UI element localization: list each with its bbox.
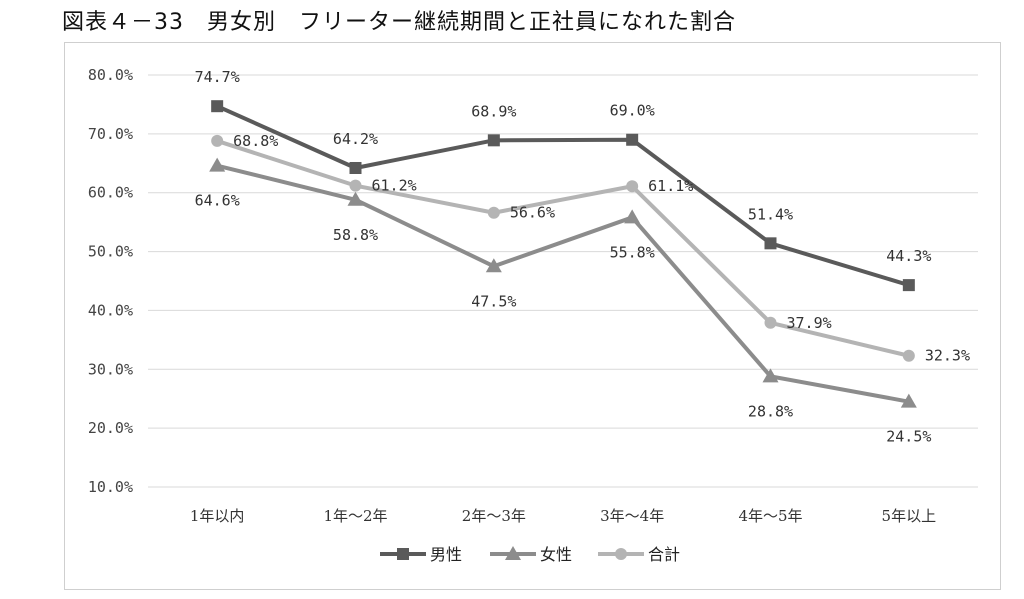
series-line-circle — [216, 139, 910, 358]
y-tick-label: 20.0% — [88, 419, 133, 437]
x-tick-label: 3年～4年 — [600, 507, 664, 525]
chart-title: 図表４－33 男女別 フリーター継続期間と正社員になれた割合 — [62, 10, 736, 35]
data-label: 58.8% — [333, 226, 378, 244]
series-line-triangle — [216, 163, 910, 404]
data-label: 68.8% — [233, 132, 278, 150]
legend-marker-square — [397, 548, 409, 560]
data-point-square — [626, 133, 639, 146]
data-point-circle — [902, 349, 915, 362]
data-label: 51.4% — [748, 205, 793, 223]
data-point-circle — [764, 316, 777, 329]
data-label: 69.0% — [610, 102, 655, 120]
data-point-circle — [626, 180, 639, 193]
legend-marker-triangle — [505, 546, 521, 560]
data-label: 28.8% — [748, 402, 793, 420]
data-label: 37.9% — [787, 314, 832, 332]
data-point-square — [211, 100, 224, 113]
data-point-triangle — [900, 393, 917, 408]
legend-label: 女性 — [540, 545, 572, 564]
x-tick-label: 1年～2年 — [323, 507, 387, 525]
data-point-square — [764, 237, 777, 250]
y-tick-label: 40.0% — [88, 301, 133, 319]
data-point-square — [902, 279, 915, 292]
y-tick-label: 30.0% — [88, 360, 133, 378]
x-tick-label: 4年～5年 — [738, 507, 802, 525]
legend-marker-circle — [615, 548, 627, 560]
x-tick-label: 2年～3年 — [462, 507, 526, 525]
legend-label: 男性 — [430, 545, 462, 564]
data-point-circle — [211, 134, 224, 147]
data-label: 61.2% — [372, 177, 417, 195]
data-label: 64.2% — [333, 130, 378, 148]
data-point-circle — [487, 206, 500, 219]
x-tick-label: 5年以上 — [882, 507, 937, 525]
data-label: 61.1% — [648, 177, 693, 195]
series-line-square — [216, 104, 910, 288]
data-label: 64.6% — [195, 192, 240, 210]
data-label: 55.8% — [610, 243, 655, 261]
data-label: 74.7% — [195, 68, 240, 86]
data-point-square — [349, 161, 362, 174]
legend-label: 合計 — [648, 545, 680, 564]
data-label: 44.3% — [886, 247, 931, 265]
data-label: 56.6% — [510, 204, 555, 222]
chart-frame — [64, 42, 1001, 590]
y-tick-label: 60.0% — [88, 184, 133, 202]
data-point-triangle — [209, 157, 226, 172]
data-point-circle — [349, 179, 362, 192]
y-tick-label: 50.0% — [88, 243, 133, 261]
data-label: 24.5% — [886, 428, 931, 446]
data-point-triangle — [347, 191, 364, 206]
data-label: 32.3% — [925, 347, 970, 365]
data-point-triangle — [624, 209, 641, 224]
y-tick-label: 10.0% — [88, 478, 133, 496]
data-label: 47.5% — [471, 292, 516, 310]
data-label: 68.9% — [471, 102, 516, 120]
x-tick-label: 1年以内 — [190, 507, 245, 525]
data-point-triangle — [762, 368, 779, 383]
y-tick-label: 70.0% — [88, 125, 133, 143]
data-point-square — [487, 134, 500, 147]
data-point-triangle — [485, 258, 502, 273]
y-tick-label: 80.0% — [88, 66, 133, 84]
